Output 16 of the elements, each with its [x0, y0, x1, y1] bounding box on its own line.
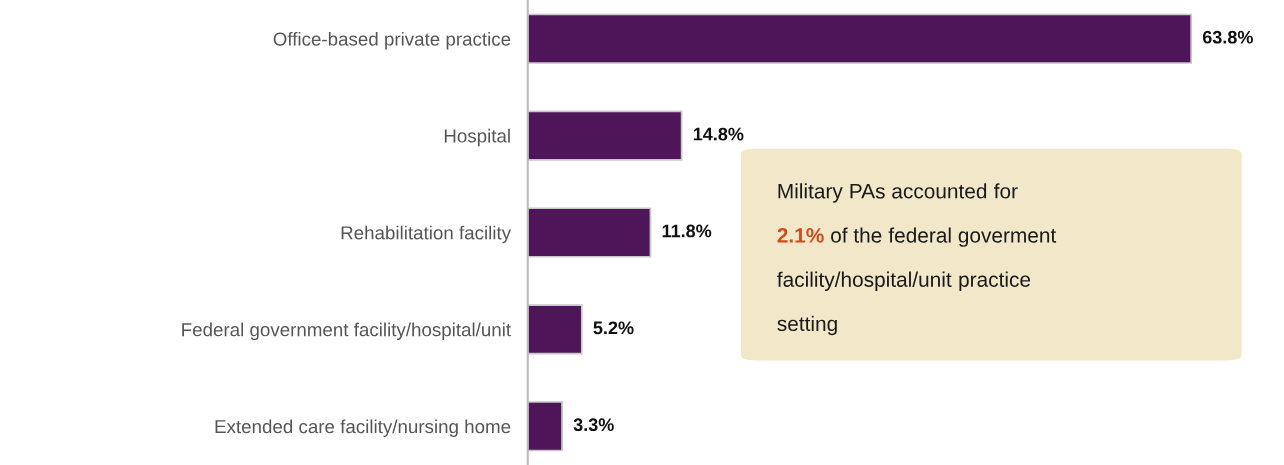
bar [527, 304, 583, 355]
data-label: 63.8% [1202, 30, 1253, 44]
bar [527, 207, 652, 258]
bar [527, 110, 683, 161]
y-tick-label: Extended care facility/nursing home [215, 419, 511, 437]
y-tick-label: Federal government facility/hospital/unit [182, 322, 511, 341]
data-label: 11.8% [662, 224, 712, 238]
bar [527, 13, 1192, 64]
y-tick-label: Rehabilitation facility [341, 225, 512, 244]
y-tick-label: Office-based private practice [273, 31, 511, 50]
bar [527, 401, 563, 452]
y-tick-label: Hospital [444, 128, 510, 147]
data-label: 3.3% [573, 418, 614, 432]
data-label: 14.8% [693, 127, 744, 141]
data-label: 5.2% [593, 321, 634, 335]
text: Military PAs accounted for 2.1% of the federal goverment facility/hospital/unit practice setting [777, 183, 1057, 336]
